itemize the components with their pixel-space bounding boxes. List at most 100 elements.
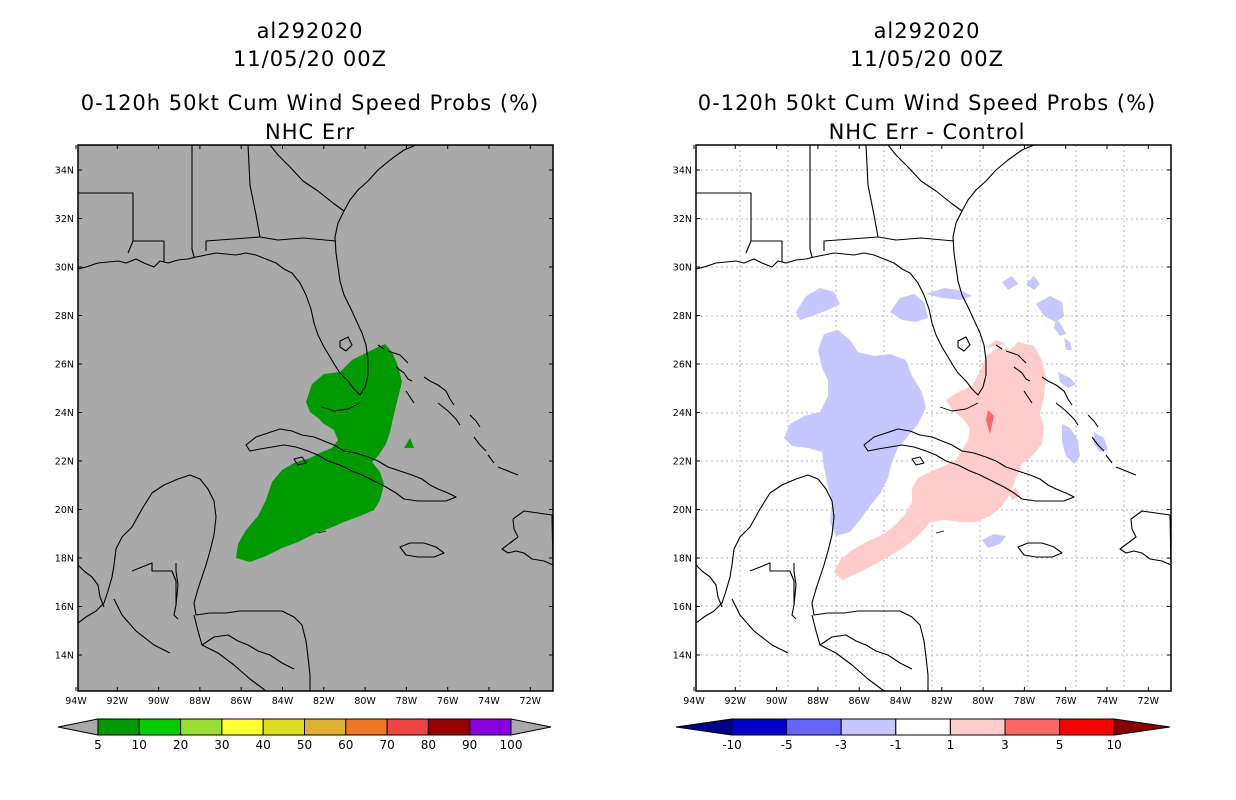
right-colorbar-box: [786, 718, 842, 736]
right-colorbar-box: [949, 718, 1006, 736]
left-colorbar-box: [180, 718, 223, 736]
left-datetime: 11/05/20 00Z: [232, 47, 388, 71]
lon-tick-label: 74W: [478, 696, 500, 707]
lat-tick-label: 26N: [673, 360, 692, 371]
right-colorbar-label: 10: [1107, 738, 1122, 752]
lon-tick-label: 92W: [725, 696, 747, 707]
lon-tick-label: 82W: [931, 696, 953, 707]
left-colorbar-box: [262, 718, 306, 736]
lat-tick-label: 16N: [673, 602, 692, 613]
left-map-background: [78, 145, 553, 691]
lat-tick-label: 32N: [55, 214, 74, 225]
right-colorbar-label: 5: [1056, 738, 1064, 752]
lat-tick-label: 18N: [673, 554, 692, 565]
right-colorbar-label: -5: [781, 738, 793, 752]
lon-tick-label: 94W: [65, 696, 87, 707]
lon-tick-label: 84W: [890, 696, 912, 707]
left-colorbar-label: 50: [297, 738, 312, 752]
left-colorbar-high-arrow: [510, 718, 552, 736]
lon-tick-label: 76W: [1055, 696, 1077, 707]
lat-tick-label: 28N: [673, 311, 692, 322]
left-colorbar-box: [345, 718, 388, 736]
lat-tick-label: 22N: [673, 457, 692, 468]
lon-tick-label: 82W: [313, 696, 335, 707]
left-colorbar-label: 70: [379, 738, 394, 752]
lat-tick-label: 14N: [673, 651, 692, 662]
lat-tick-label: 26N: [55, 360, 74, 371]
lon-tick-label: 88W: [807, 696, 829, 707]
lon-tick-label: 88W: [189, 696, 211, 707]
right-colorbar-box: [1004, 718, 1061, 736]
right-subtitle: NHC Err - Control: [828, 120, 1026, 144]
lat-tick-label: 18N: [55, 554, 74, 565]
right-storm-id: al292020: [873, 19, 981, 43]
left-colorbar-label: 10: [132, 738, 147, 752]
lat-tick-label: 24N: [673, 408, 692, 419]
right-graticule: [696, 145, 1171, 691]
right-colorbar-box: [1059, 718, 1115, 736]
left-colorbar-box: [386, 718, 429, 736]
lat-tick-label: 20N: [673, 505, 692, 516]
lon-tick-label: 86W: [848, 696, 870, 707]
left-colorbar: 5 10 20 30 40 50 60 70 80 90 100: [57, 718, 552, 752]
left-colorbar-box: [97, 718, 140, 736]
lat-tick-label: 14N: [55, 651, 74, 662]
lon-tick-label: 76W: [437, 696, 459, 707]
right-colorbar-box: [840, 718, 897, 736]
left-subtitle: NHC Err: [264, 120, 355, 144]
left-colorbar-box: [221, 718, 264, 736]
right-negative-shading: [784, 276, 1108, 548]
right-colorbar-label: -1: [890, 738, 902, 752]
lon-tick-label: 80W: [354, 696, 376, 707]
lat-tick-label: 22N: [55, 457, 74, 468]
lat-tick-label: 28N: [55, 311, 74, 322]
right-map-background: [696, 145, 1171, 691]
right-product-title: 0-120h 50kt Cum Wind Speed Probs (%): [697, 91, 1157, 115]
left-probability-shading: [236, 344, 414, 562]
right-colorbar-label: -3: [835, 738, 847, 752]
right-colorbar-low-arrow: [675, 718, 733, 736]
lon-tick-label: 74W: [1096, 696, 1118, 707]
lon-tick-label: 78W: [396, 696, 418, 707]
lon-tick-label: 90W: [148, 696, 170, 707]
left-colorbar-box: [304, 718, 347, 736]
left-product-title: 0-120h 50kt Cum Wind Speed Probs (%): [80, 91, 540, 115]
lon-tick-label: 78W: [1014, 696, 1036, 707]
right-positive-max-shading: [986, 410, 994, 434]
lon-tick-label: 80W: [972, 696, 994, 707]
right-colorbar-label: 3: [1001, 738, 1009, 752]
lon-tick-label: 94W: [683, 696, 705, 707]
left-colorbar-label: 60: [338, 738, 353, 752]
left-map: [77, 144, 554, 692]
lon-tick-label: 84W: [272, 696, 294, 707]
lat-tick-label: 32N: [673, 214, 692, 225]
lat-tick-label: 20N: [55, 505, 74, 516]
lat-tick-label: 30N: [55, 263, 74, 274]
right-colorbar: -10 -5 -3 -1 1 3 5 10: [675, 718, 1171, 752]
left-colorbar-box: [427, 718, 471, 736]
right-colorbar-box: [895, 718, 951, 736]
lat-tick-label: 34N: [673, 166, 692, 177]
right-map-frame: [695, 144, 1172, 692]
right-datetime: 11/05/20 00Z: [849, 47, 1005, 71]
left-colorbar-box: [138, 718, 182, 736]
lon-tick-label: 90W: [766, 696, 788, 707]
left-colorbar-label: 40: [256, 738, 271, 752]
left-colorbar-label: 100: [500, 738, 523, 752]
right-colorbar-label: 1: [947, 738, 955, 752]
right-colorbar-high-arrow: [1113, 718, 1171, 736]
lon-tick-label: 86W: [230, 696, 252, 707]
left-map-frame: [77, 144, 554, 692]
lon-tick-label: 92W: [107, 696, 129, 707]
lat-tick-label: 16N: [55, 602, 74, 613]
right-map: [695, 144, 1172, 692]
right-axes: 94W 92W 90W 88W 86W 84W 82W 80W 78W 76W 74W 72W 34N 3…: [673, 145, 1171, 707]
left-storm-id: al292020: [256, 19, 364, 43]
left-colorbar-label: 90: [462, 738, 477, 752]
lon-tick-label: 72W: [520, 696, 542, 707]
left-colorbar-low-arrow: [57, 718, 99, 736]
lon-tick-label: 72W: [1138, 696, 1160, 707]
left-colorbar-label: 30: [214, 738, 229, 752]
lat-tick-label: 34N: [55, 166, 74, 177]
